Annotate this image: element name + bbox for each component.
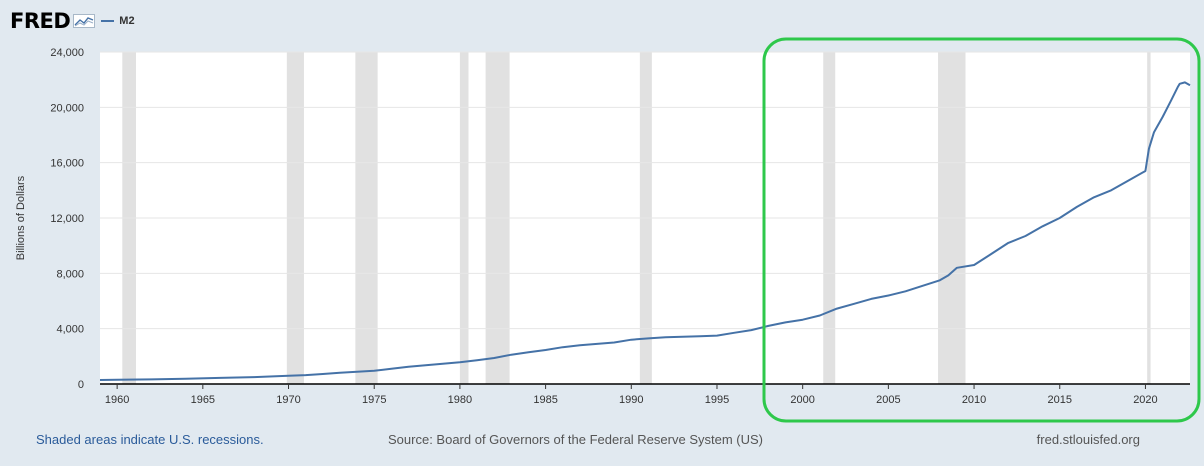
x-tick-label: 2020: [1133, 394, 1157, 406]
y-axis-label: Billions of Dollars: [15, 175, 27, 260]
x-tick-label: 1995: [705, 394, 729, 406]
x-tick-labels: 1960 1965 1970 1975 1980 1985 1990 1995 2000 2005…: [105, 384, 1158, 406]
grid-lines: [100, 51, 1190, 330]
legend-line-swatch: [101, 20, 115, 22]
x-tick-label: 1965: [191, 394, 215, 406]
site-link[interactable]: fred.stlouisfed.org: [1036, 432, 1140, 447]
highlight-box-layer: [762, 37, 1201, 423]
y-tick-labels: 0 4,000 8,000 12,000 16,000 20,000 24,000: [50, 47, 84, 391]
y-tick-label: 24,000: [50, 47, 84, 59]
x-tick-label: 1960: [105, 394, 129, 406]
legend-label: M2: [119, 15, 135, 27]
x-tick-label: 2000: [790, 394, 814, 406]
chart-header: FRED M2: [10, 8, 135, 34]
y-tick-label: 0: [78, 379, 84, 391]
x-tick-label: 1990: [619, 394, 643, 406]
x-tick-label: 1970: [276, 394, 300, 406]
x-tick-label: 2015: [1048, 394, 1072, 406]
y-tick-label: 12,000: [50, 213, 84, 225]
y-tick-label: 8,000: [56, 268, 84, 280]
x-tick-label: 2005: [876, 394, 900, 406]
y-tick-label: 4,000: [56, 324, 84, 336]
fred-logo[interactable]: FRED: [10, 9, 71, 33]
x-tick-label: 2010: [962, 394, 986, 406]
legend: M2: [101, 15, 135, 27]
x-tick-label: 1985: [533, 394, 557, 406]
y-tick-label: 16,000: [50, 158, 84, 170]
y-tick-label: 20,000: [50, 102, 84, 114]
x-tick-label: 1980: [448, 394, 472, 406]
series-layer: [99, 81, 1191, 381]
recession-note: Shaded areas indicate U.S. recessions.: [36, 432, 264, 447]
source-text: Source: Board of Governors of the Federa…: [388, 432, 763, 447]
x-tick-label: 1975: [362, 394, 386, 406]
chart-svg: 0 4,000 8,000 12,000 16,000 20,000 24,000 1960…: [15, 37, 1201, 423]
series-line-m2: [99, 81, 1191, 381]
highlight-box: [762, 37, 1201, 423]
line-graph-icon: [73, 14, 96, 28]
